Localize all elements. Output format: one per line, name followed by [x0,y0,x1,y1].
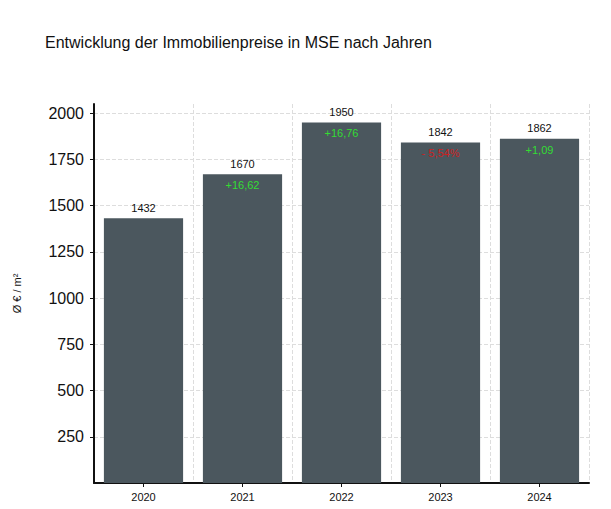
svg-text:1670: 1670 [230,158,254,170]
svg-text:+16,62: +16,62 [226,179,260,191]
svg-text:2022: 2022 [329,491,353,503]
svg-text:1862: 1862 [527,122,551,134]
svg-text:2020: 2020 [131,491,155,503]
svg-text:2024: 2024 [527,491,551,503]
svg-text:250: 250 [57,428,84,445]
svg-text:1842: 1842 [428,126,452,138]
svg-text:- 5,54%: - 5,54% [422,147,460,159]
svg-text:1250: 1250 [48,243,84,260]
svg-text:Ø € / m²: Ø € / m² [11,273,23,313]
svg-text:1750: 1750 [48,151,84,168]
svg-text:2021: 2021 [230,491,254,503]
svg-text:1500: 1500 [48,197,84,214]
svg-text:2000: 2000 [48,105,84,122]
svg-text:2023: 2023 [428,491,452,503]
svg-text:+16,76: +16,76 [325,127,359,139]
svg-text:1432: 1432 [131,202,155,214]
svg-text:Entwicklung der Immobilienprei: Entwicklung der Immobilienpreise in MSE … [45,34,432,51]
svg-text:500: 500 [57,382,84,399]
svg-text:1000: 1000 [48,290,84,307]
svg-text:750: 750 [57,336,84,353]
svg-text:1950: 1950 [329,106,353,118]
svg-text:+1,09: +1,09 [526,144,554,156]
